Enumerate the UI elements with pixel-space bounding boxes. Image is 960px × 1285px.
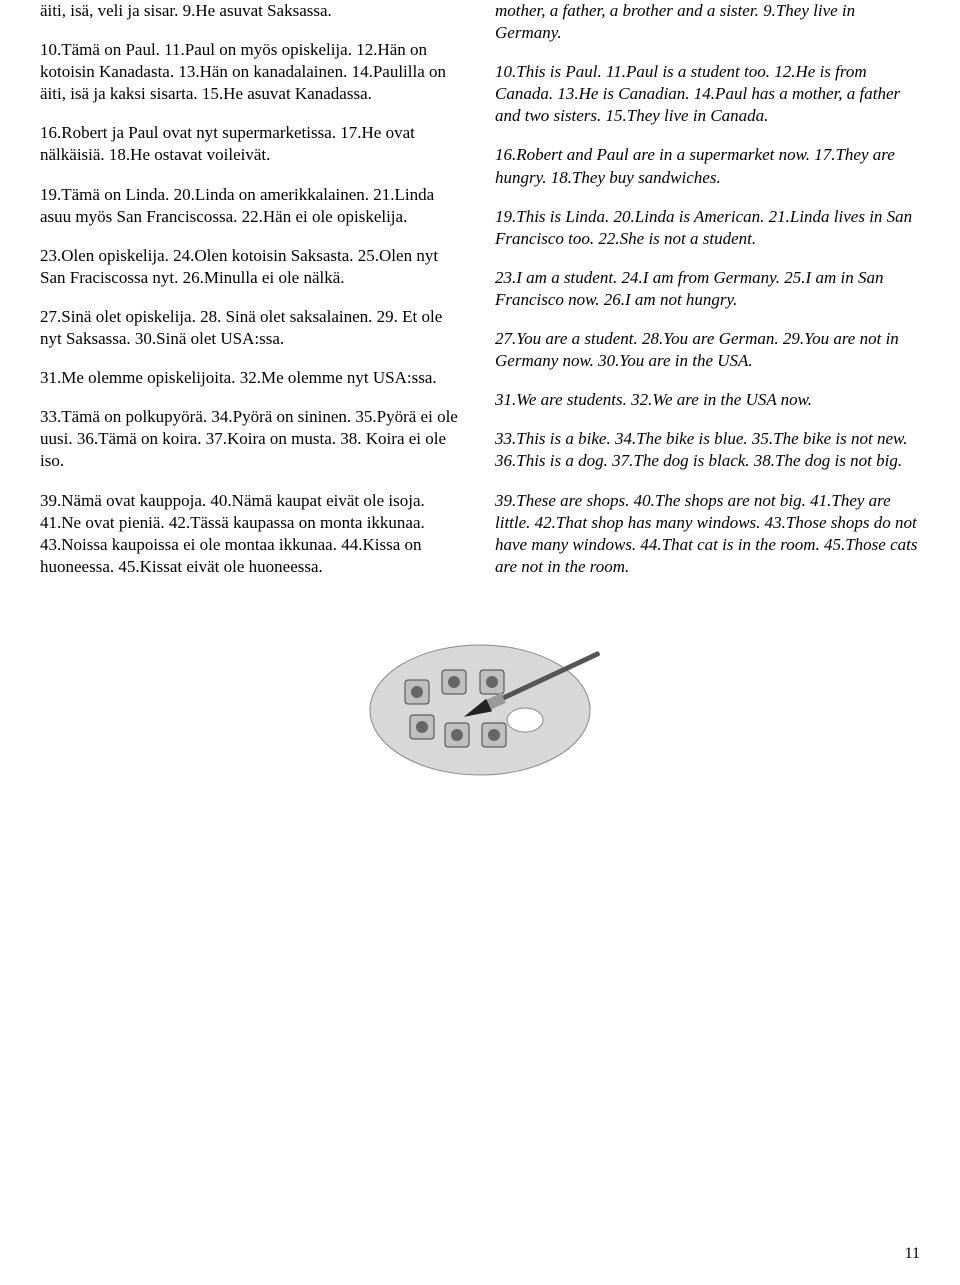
left-paragraph-4: 19.Tämä on Linda. 20.Linda on amerikkala… <box>40 184 465 228</box>
right-paragraph-7: 31.We are students. 32.We are in the USA… <box>495 389 920 411</box>
right-paragraph-1: mother, a father, a brother and a sister… <box>495 0 920 44</box>
right-paragraph-4: 19.This is Linda. 20.Linda is American. … <box>495 206 920 250</box>
palette-icon <box>350 615 610 785</box>
right-paragraph-9: 39.These are shops. 40.The shops are not… <box>495 490 920 578</box>
palette-image <box>40 615 920 791</box>
left-paragraph-5: 23.Olen opiskelija. 24.Olen kotoisin Sak… <box>40 245 465 289</box>
right-paragraph-2: 10.This is Paul. 11.Paul is a student to… <box>495 61 920 127</box>
right-paragraph-6: 27.You are a student. 28.You are German.… <box>495 328 920 372</box>
left-paragraph-9: 39.Nämä ovat kauppoja. 40.Nämä kaupat ei… <box>40 490 465 578</box>
right-column: mother, a father, a brother and a sister… <box>495 0 920 595</box>
page-number: 11 <box>905 1244 920 1265</box>
left-paragraph-1: äiti, isä, veli ja sisar. 9.He asuvat Sa… <box>40 0 465 22</box>
left-paragraph-6: 27.Sinä olet opiskelija. 28. Sinä olet s… <box>40 306 465 350</box>
right-paragraph-3: 16.Robert and Paul are in a supermarket … <box>495 144 920 188</box>
left-column: äiti, isä, veli ja sisar. 9.He asuvat Sa… <box>40 0 465 595</box>
left-paragraph-8: 33.Tämä on polkupyörä. 34.Pyörä on sinin… <box>40 406 465 472</box>
right-paragraph-5: 23.I am a student. 24.I am from Germany.… <box>495 267 920 311</box>
left-paragraph-3: 16.Robert ja Paul ovat nyt supermarketis… <box>40 122 465 166</box>
left-paragraph-7: 31.Me olemme opiskelijoita. 32.Me olemme… <box>40 367 465 389</box>
left-paragraph-2: 10.Tämä on Paul. 11.Paul on myös opiskel… <box>40 39 465 105</box>
right-paragraph-8: 33.This is a bike. 34.The bike is blue. … <box>495 428 920 472</box>
